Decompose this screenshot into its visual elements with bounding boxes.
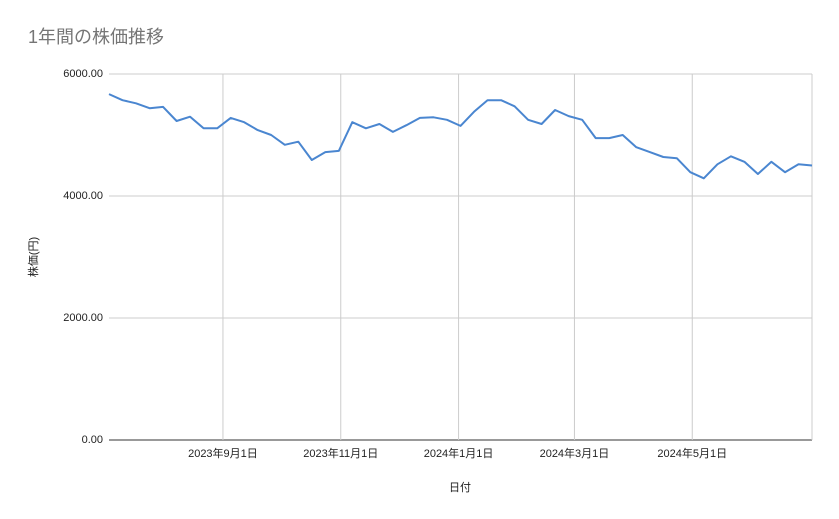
x-tick-label: 2023年9月1日	[188, 446, 258, 460]
x-tick-label: 2024年3月1日	[540, 446, 610, 460]
x-tick-label: 2024年5月1日	[657, 446, 727, 460]
y-tick-label: 0.00	[82, 434, 103, 446]
y-tick-label: 4000.00	[63, 190, 103, 202]
x-axis-label: 日付	[449, 481, 471, 494]
data-line	[108, 93, 813, 180]
x-tick-label: 2023年11月1日	[303, 446, 378, 460]
y-tick-label: 2000.00	[63, 312, 103, 324]
y-axis-label: 株価(円)	[26, 237, 40, 277]
y-tick-label: 6000.00	[63, 68, 103, 80]
chart-title: 1年間の株価推移	[28, 27, 164, 47]
x-tick-label: 2024年1月1日	[424, 446, 494, 460]
